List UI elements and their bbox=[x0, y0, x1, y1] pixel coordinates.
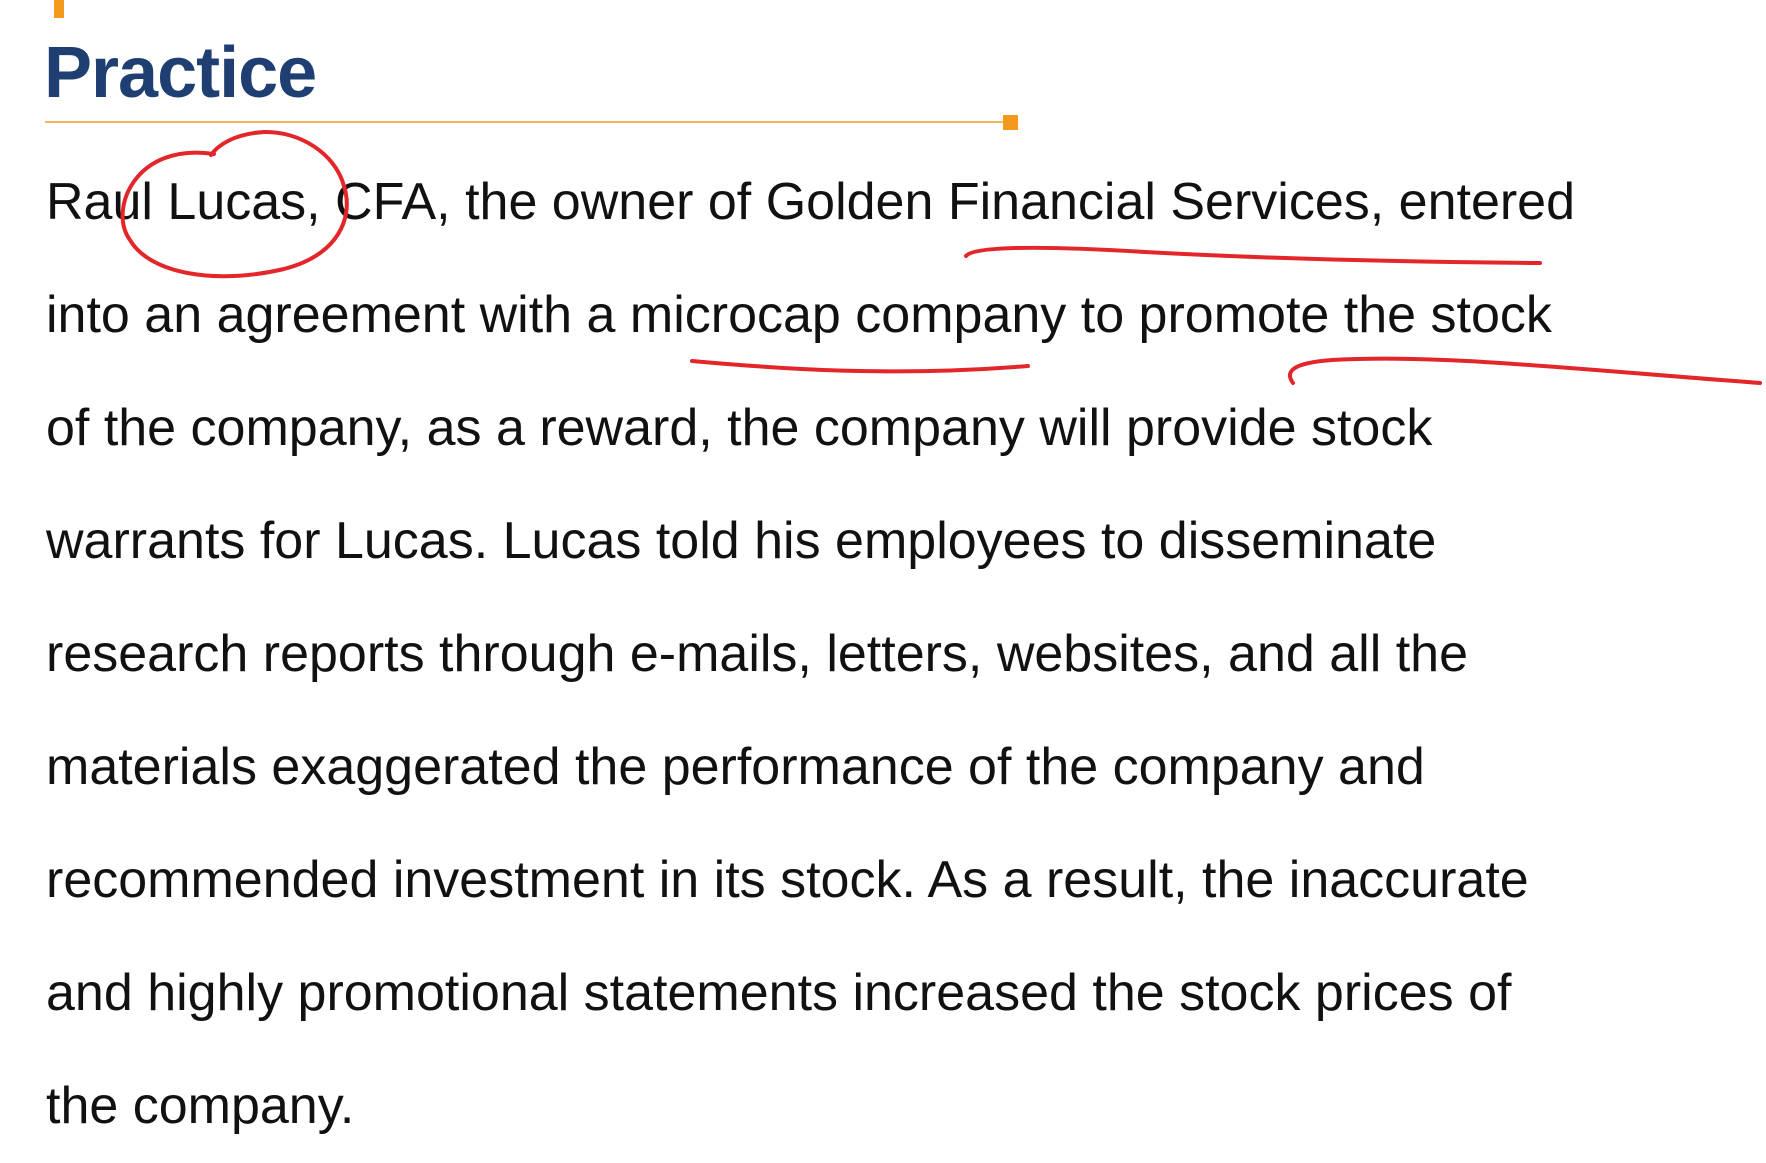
paragraph-line-4: warrants for Lucas. Lucas told his emplo… bbox=[46, 512, 1437, 570]
top-orange-accent bbox=[54, 0, 64, 18]
paragraph-line-6: materials exaggerated the performance of… bbox=[46, 738, 1425, 796]
paragraph-line-1: Raul Lucas, CFA, the owner of Golden Fin… bbox=[46, 173, 1576, 231]
paragraph-line-2: into an agreement with a microcap compan… bbox=[46, 286, 1552, 344]
paragraph-line-7: recommended investment in its stock. As … bbox=[46, 851, 1529, 909]
paragraph-line-8: and highly promotional statements increa… bbox=[46, 964, 1512, 1022]
slide-title: Practice bbox=[44, 33, 317, 113]
paragraph-line-9: the company. bbox=[46, 1077, 355, 1135]
paragraph-line-5: research reports through e-mails, letter… bbox=[46, 625, 1469, 683]
paragraph-line-3: of the company, as a reward, the company… bbox=[46, 399, 1433, 457]
rule-end-square bbox=[1003, 115, 1018, 130]
practice-paragraph: Raul Lucas, CFA, the owner of Golden Fin… bbox=[46, 146, 1746, 1163]
title-underline-rule bbox=[45, 121, 1010, 123]
